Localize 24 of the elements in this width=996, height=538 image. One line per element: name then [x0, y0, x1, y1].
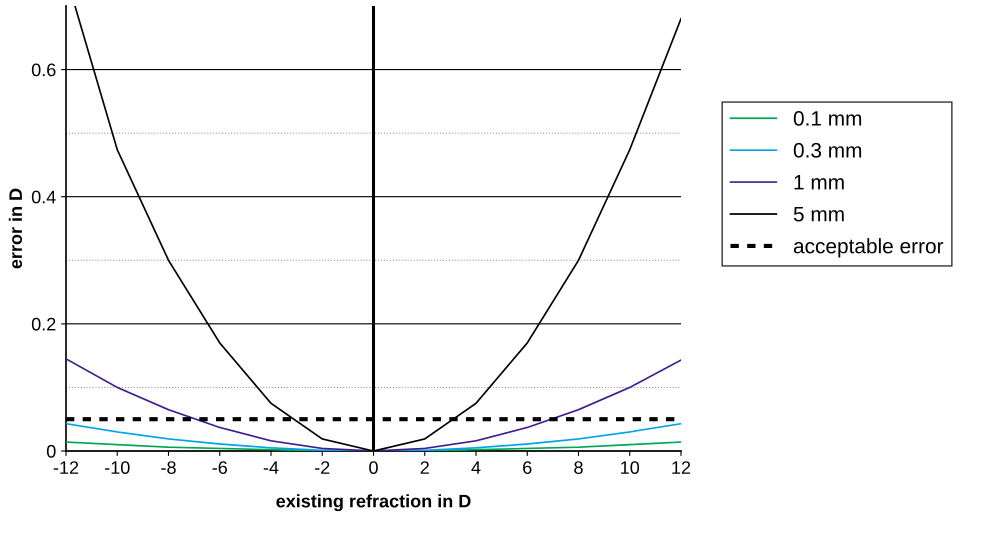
legend-label: 1 mm: [794, 175, 844, 190]
y-tick-label: 0.2: [32, 318, 56, 331]
x-tick-label: 10: [621, 461, 640, 474]
legend-label: 5 mm: [794, 206, 844, 222]
x-tick-label: 12: [672, 461, 690, 474]
x-tick-label: 2: [420, 461, 429, 474]
y-tick-label: 0: [46, 444, 56, 458]
y-axis-title: error in D: [8, 188, 22, 268]
x-tick-label: 6: [523, 461, 532, 474]
y-tick-label: 0.4: [32, 190, 56, 204]
x-tick-label: -6: [212, 461, 227, 474]
y-tick-label: 0.6: [32, 64, 56, 76]
x-tick-label: -10: [105, 461, 130, 474]
x-tick-label: 0: [369, 461, 378, 474]
x-tick-label: -8: [161, 461, 176, 474]
x-tick-label: 4: [471, 461, 480, 474]
legend-label: acceptable error: [794, 238, 944, 258]
x-axis-title: existing refraction in D: [276, 494, 471, 512]
x-tick-label: -2: [315, 461, 330, 474]
x-tick-label: -12: [54, 461, 78, 474]
x-tick-label: -4: [264, 461, 278, 474]
legend-label: 0.1 mm: [794, 111, 862, 126]
legend-label: 0.3 mm: [794, 142, 862, 158]
x-tick-label: 8: [574, 461, 583, 474]
